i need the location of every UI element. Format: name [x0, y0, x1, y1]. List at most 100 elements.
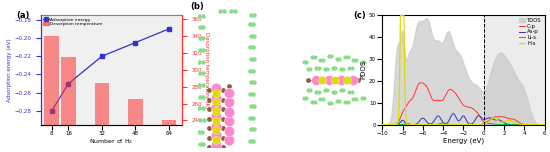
Li-s	[537, 124, 543, 126]
Point	[348, 78, 356, 81]
Point	[225, 113, 234, 115]
Point	[211, 110, 220, 113]
Point	[316, 98, 324, 100]
C-p	[537, 124, 543, 126]
Point	[324, 102, 333, 105]
Point	[195, 49, 204, 51]
C-p	[507, 118, 513, 120]
Point	[328, 90, 337, 93]
As-p	[454, 118, 460, 120]
Point	[205, 108, 213, 111]
Point	[225, 85, 234, 87]
Point	[250, 35, 258, 37]
Point	[199, 25, 207, 28]
Point	[358, 61, 366, 63]
Point	[211, 85, 220, 87]
Bar	[95, 83, 109, 152]
Point	[211, 94, 220, 97]
Point	[245, 46, 254, 49]
Point	[249, 93, 257, 95]
Li-s	[507, 124, 513, 126]
Point	[250, 81, 258, 84]
Point	[249, 46, 257, 49]
Point	[246, 105, 255, 107]
Point	[199, 60, 207, 63]
As-p	[379, 124, 386, 126]
Li-s	[379, 124, 386, 126]
Point	[218, 108, 227, 111]
H-s	[419, 124, 426, 126]
Li-s	[458, 124, 465, 126]
Point	[211, 139, 220, 141]
Li-s	[440, 122, 447, 124]
Point	[360, 96, 368, 99]
As-p	[536, 124, 543, 126]
Point	[304, 78, 312, 81]
Point	[312, 78, 321, 81]
Point	[345, 90, 354, 93]
Point	[195, 15, 204, 17]
Point	[351, 98, 360, 100]
Point	[308, 56, 317, 59]
Point	[310, 56, 319, 59]
Point	[225, 101, 234, 104]
Point	[358, 96, 366, 99]
X-axis label: Energy (eV): Energy (eV)	[443, 137, 484, 144]
Point	[195, 25, 204, 28]
Point	[199, 107, 207, 110]
Point	[218, 127, 227, 130]
Point	[335, 58, 344, 60]
Point	[195, 84, 204, 86]
Point	[195, 60, 204, 63]
Point	[205, 127, 213, 130]
Point	[306, 68, 315, 71]
C-p	[379, 124, 386, 126]
Point	[195, 142, 204, 145]
Point	[320, 89, 329, 91]
C-p	[387, 124, 394, 126]
Point	[340, 56, 350, 59]
Point	[304, 68, 312, 71]
H-s	[537, 124, 543, 126]
Point	[337, 78, 345, 81]
Point	[245, 116, 254, 119]
Point	[326, 78, 334, 81]
Point	[225, 120, 234, 122]
Point	[343, 56, 352, 59]
Point	[246, 35, 255, 37]
Point	[199, 96, 207, 98]
Point	[211, 101, 220, 103]
Point	[249, 70, 257, 72]
Point	[250, 14, 258, 16]
Point	[343, 101, 352, 103]
X-axis label: Number of H$_2$: Number of H$_2$	[89, 137, 134, 146]
Bar	[61, 57, 76, 152]
Point	[250, 128, 258, 130]
Point	[246, 81, 255, 84]
H-s	[458, 124, 465, 126]
Y-axis label: PDOS: PDOS	[360, 60, 366, 79]
As-p	[387, 124, 394, 126]
Text: (a): (a)	[16, 11, 29, 20]
Bar	[128, 99, 143, 152]
Li-s	[541, 124, 548, 126]
H-s	[507, 119, 514, 121]
Point	[205, 118, 213, 120]
Point	[205, 89, 213, 92]
Point	[211, 125, 220, 127]
Point	[225, 94, 234, 97]
Point	[225, 104, 234, 106]
Point	[211, 87, 220, 89]
Line: C-p: C-p	[382, 83, 544, 125]
Point	[332, 58, 341, 60]
Point	[211, 134, 220, 136]
Point	[199, 15, 207, 17]
Point	[302, 61, 311, 63]
Legend: TDOS, C-p, As-p, Li-s, H-s: TDOS, C-p, As-p, Li-s, H-s	[518, 17, 543, 47]
Point	[318, 78, 327, 81]
Point	[211, 115, 220, 118]
Point	[211, 96, 220, 99]
Point	[322, 68, 331, 71]
Point	[250, 105, 258, 107]
Point	[219, 10, 228, 12]
